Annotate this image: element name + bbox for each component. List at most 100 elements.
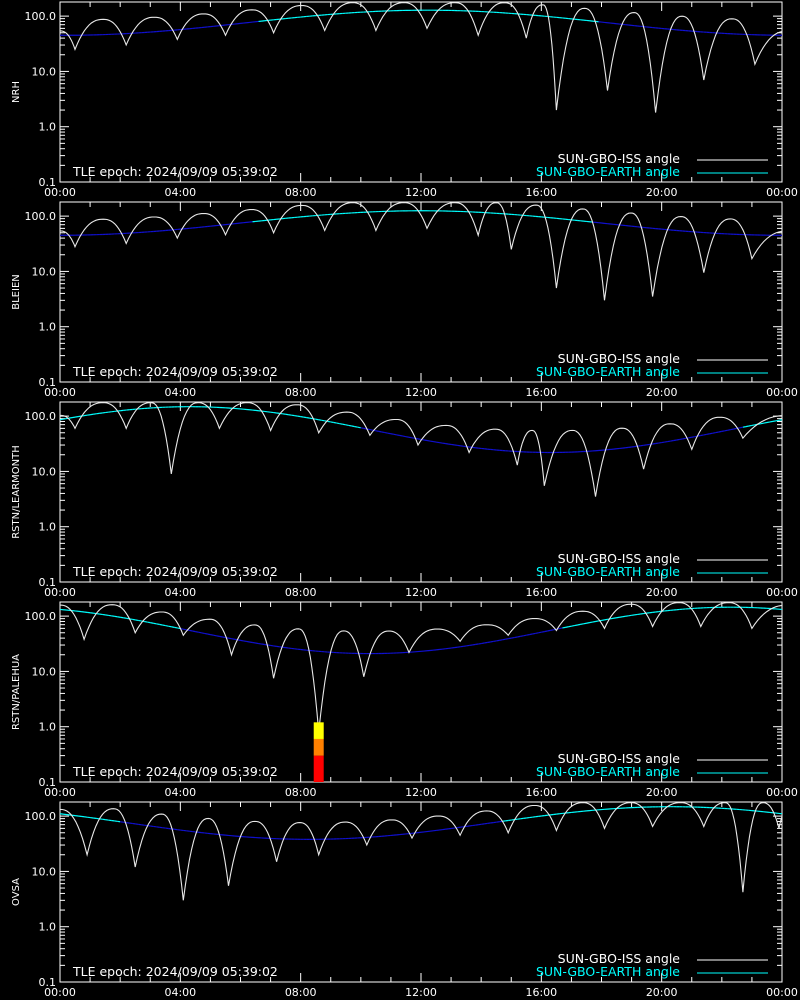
earth-angle-segment	[360, 427, 364, 429]
earth-angle-segment	[390, 433, 395, 435]
earth-angle-segment	[538, 631, 542, 634]
earth-angle-segment	[315, 418, 319, 421]
earth-angle-segment	[739, 426, 744, 429]
x-tick-label: 20:00	[646, 386, 678, 399]
y-tick-label: 100.0	[25, 10, 57, 23]
earth-angle-segment	[769, 420, 774, 423]
legend-label-earth: SUN-GBO-EARTH angle	[536, 564, 680, 579]
earth-angle-segment	[526, 634, 530, 636]
earth-angle-segment	[487, 641, 491, 644]
x-tick-label: 00:00	[766, 186, 798, 199]
series-iss-angle	[60, 202, 782, 301]
legend-label-iss: SUN-GBO-ISS angle	[558, 151, 681, 166]
legend-label-iss: SUN-GBO-ISS angle	[558, 751, 681, 766]
x-tick-label: 00:00	[44, 986, 76, 999]
x-tick-label: 16:00	[525, 786, 557, 799]
earth-angle-segment	[586, 622, 590, 624]
y-tick-label: 1.0	[39, 921, 57, 934]
earth-angle-segment	[198, 631, 202, 634]
event-bar-segment	[313, 738, 324, 756]
earth-angle-segment	[547, 629, 551, 632]
x-tick-label: 04:00	[164, 586, 196, 599]
y-ticks	[60, 615, 782, 783]
earth-angle-segment	[123, 617, 127, 619]
earth-angle-segment	[378, 430, 383, 433]
chart-panel: 100.010.01.00.100:00 04:00 08:00 12:00 16:00…	[11, 201, 798, 399]
earth-angle-segment	[664, 440, 668, 443]
x-tick-label: 12:00	[405, 786, 437, 799]
earth-angle-segment	[393, 433, 398, 436]
earth-angle-segment	[159, 623, 163, 626]
earth-angle-segment	[517, 635, 521, 638]
earth-angle-segment	[375, 430, 380, 432]
earth-angle-segment	[165, 624, 169, 627]
earth-angle-segment	[396, 434, 401, 437]
x-tick-label: 12:00	[405, 986, 437, 999]
plot-area	[60, 602, 782, 782]
earth-angle-segment	[255, 642, 259, 645]
earth-angle-segment	[568, 625, 572, 628]
y-tick-label: 100.0	[25, 410, 57, 423]
earth-angle-segment	[571, 624, 575, 627]
series-earth-angle	[60, 606, 782, 655]
earth-angle-segment	[252, 641, 256, 644]
earth-angle-segment	[249, 641, 253, 644]
earth-angle-segment	[589, 621, 593, 624]
earth-angle-segment	[613, 617, 617, 619]
legend-label-earth: SUN-GBO-EARTH angle	[536, 364, 680, 379]
x-tick-label: 08:00	[285, 586, 317, 599]
earth-angle-segment	[189, 629, 193, 632]
x-tick-label: 12:00	[405, 386, 437, 399]
earth-angle-segment	[697, 434, 701, 437]
earth-angle-segment	[679, 438, 683, 441]
y-ticks	[60, 215, 782, 383]
earth-angle-segment	[237, 639, 241, 641]
x-tick-label: 16:00	[525, 186, 557, 199]
y-tick-label: 10.0	[32, 865, 57, 878]
x-tick-label: 20:00	[646, 986, 678, 999]
earth-angle-segment	[496, 639, 500, 642]
earth-angle-segment	[745, 425, 750, 428]
earth-angle-segment	[703, 433, 707, 436]
tle-epoch-annotation: TLE epoch: 2024/09/09 05:39:02	[72, 364, 278, 379]
earth-angle-segment	[682, 437, 686, 440]
earth-angle-segment	[201, 632, 205, 635]
x-tick-label: 04:00	[164, 786, 196, 799]
y-tick-label: 0.1	[39, 376, 57, 389]
y-ticks	[60, 815, 782, 983]
x-tick-label: 00:00	[44, 786, 76, 799]
earth-angle-segment	[303, 416, 307, 419]
earth-angle-segment	[499, 639, 503, 641]
earth-angle-segment	[532, 632, 536, 635]
x-tick-label: 20:00	[646, 186, 678, 199]
earth-angle-segment	[423, 439, 428, 442]
earth-angle-segment	[481, 642, 485, 645]
earth-angle-segment	[580, 623, 584, 625]
plot-area	[60, 402, 782, 497]
x-tick-label: 08:00	[285, 186, 317, 199]
legend-label-iss: SUN-GBO-ISS angle	[558, 951, 681, 966]
earth-angle-segment	[168, 625, 172, 628]
x-tick-label: 00:00	[44, 186, 76, 199]
earth-angle-segment	[210, 634, 214, 636]
x-tick-label: 12:00	[405, 186, 437, 199]
x-tick-label: 20:00	[646, 786, 678, 799]
earth-angle-segment	[565, 626, 569, 628]
legend-label-earth: SUN-GBO-EARTH angle	[536, 964, 680, 979]
y-tick-label: 100.0	[25, 210, 57, 223]
x-tick-label: 16:00	[525, 986, 557, 999]
earth-angle-segment	[402, 435, 407, 438]
y-axis-label: RSTN/PALEHUA	[11, 654, 22, 730]
earth-angle-segment	[357, 426, 361, 429]
earth-angle-segment	[327, 420, 331, 423]
earth-angle-segment	[541, 631, 545, 633]
earth-angle-segment	[228, 637, 232, 640]
earth-angle-segment	[727, 428, 731, 431]
earth-angle-segment	[219, 635, 223, 638]
y-tick-label: 10.0	[32, 265, 57, 278]
earth-angle-segment	[195, 631, 199, 633]
earth-angle-segment	[733, 427, 737, 430]
x-tick-label: 04:00	[164, 986, 196, 999]
event-bar	[313, 722, 324, 782]
